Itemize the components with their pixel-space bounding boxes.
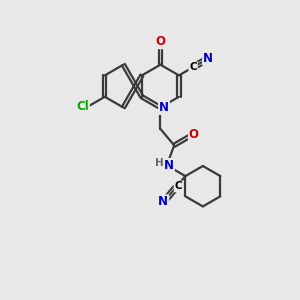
Text: H: H bbox=[155, 158, 164, 168]
Text: N: N bbox=[164, 159, 174, 172]
Text: N: N bbox=[159, 101, 169, 114]
Text: C: C bbox=[189, 62, 197, 72]
Text: N: N bbox=[158, 195, 168, 208]
Text: C: C bbox=[175, 182, 182, 191]
Text: Cl: Cl bbox=[76, 100, 89, 113]
Text: O: O bbox=[155, 35, 165, 48]
Text: N: N bbox=[203, 52, 213, 65]
Text: O: O bbox=[189, 128, 199, 141]
